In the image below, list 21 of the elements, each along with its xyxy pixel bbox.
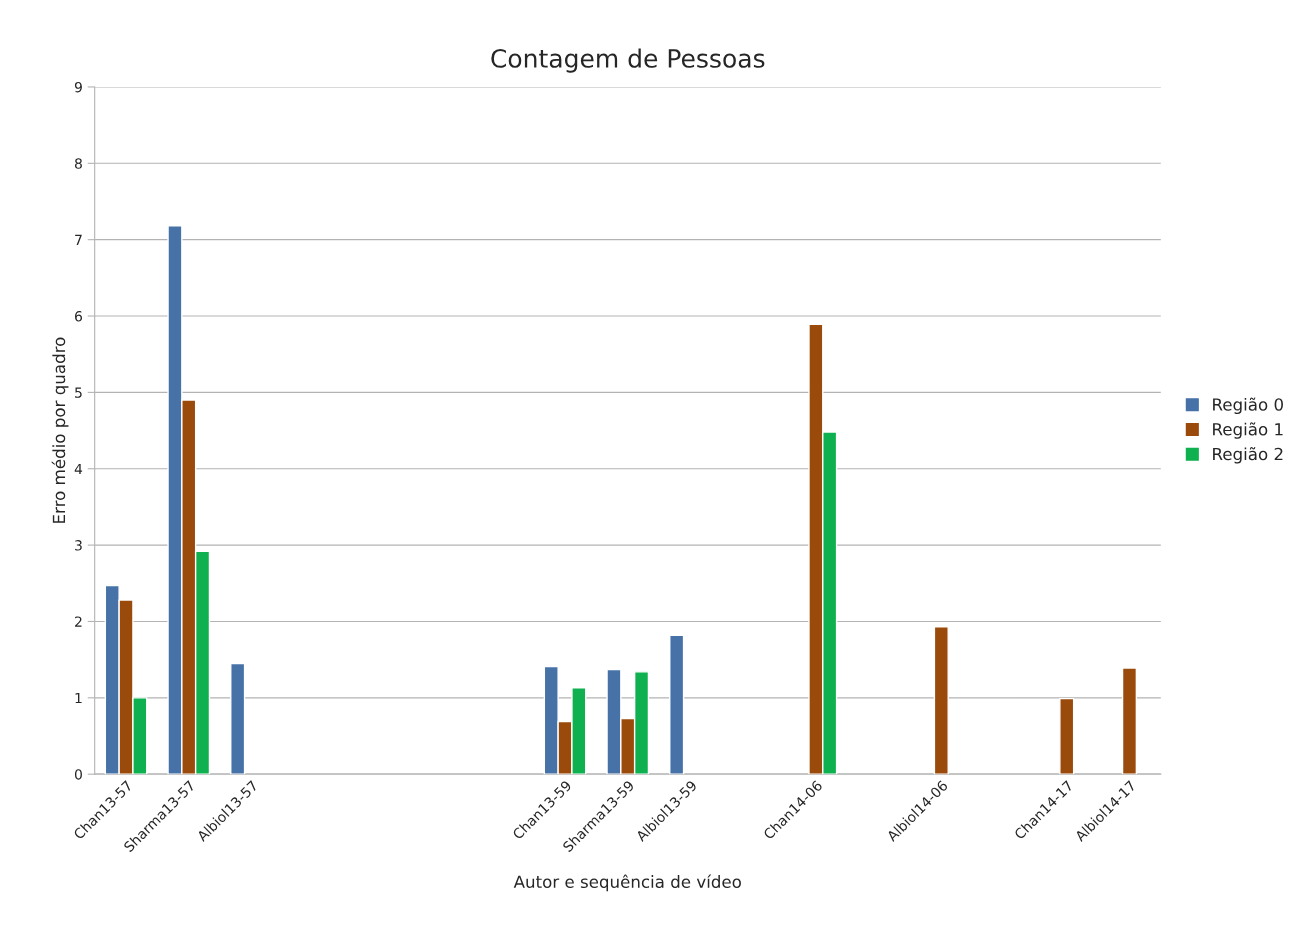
- y-tick-label: 8: [74, 158, 82, 169]
- legend-label: Região 0: [1213, 397, 1283, 415]
- legend-label: Região 1: [1213, 422, 1283, 439]
- bar: [933, 626, 949, 775]
- y-axis-title: Erro médio por quadro: [51, 337, 69, 523]
- bar: [230, 662, 246, 775]
- y-tick-label: 0: [74, 769, 82, 780]
- bar: [1059, 697, 1075, 775]
- x-axis-title: Autor e sequência de vídeo: [513, 874, 741, 892]
- chart-title: Contagem de Pessoas: [491, 48, 765, 73]
- bar: [669, 634, 685, 775]
- legend-label: Região 2: [1213, 447, 1283, 464]
- y-tick-label: 7: [75, 234, 82, 245]
- y-tick-label: 5: [75, 387, 82, 398]
- y-tick-label: 9: [74, 81, 82, 93]
- y-tick-label: 3: [75, 540, 82, 551]
- y-tick-label: 1: [75, 692, 82, 704]
- y-tick-label: 4: [74, 463, 83, 475]
- bar: [1121, 667, 1138, 775]
- y-tick-label: 2: [75, 616, 82, 627]
- y-tick-label: 6: [75, 311, 82, 322]
